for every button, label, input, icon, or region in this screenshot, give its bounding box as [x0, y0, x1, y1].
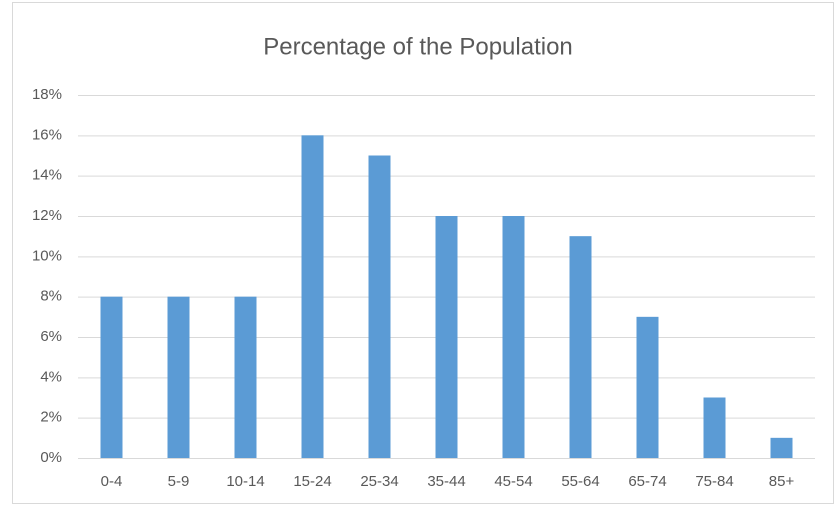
y-tick-label: 16%: [32, 126, 62, 143]
bar: [234, 296, 257, 458]
x-tick-label: 85+: [769, 473, 795, 490]
bar: [703, 397, 726, 458]
chart-frame: [12, 2, 834, 504]
y-tick-label: 8%: [40, 288, 62, 305]
y-tick-label: 14%: [32, 167, 62, 184]
x-tick-label: 75-84: [695, 473, 733, 490]
y-tick-label: 10%: [32, 247, 62, 264]
x-tick-label: 65-74: [628, 473, 666, 490]
x-tick-label: 45-54: [494, 473, 532, 490]
x-tick-label: 10-14: [226, 473, 264, 490]
bar: [167, 296, 190, 458]
y-tick-label: 18%: [32, 86, 62, 103]
bar: [368, 155, 391, 458]
bar: [569, 236, 592, 458]
bar: [100, 296, 123, 458]
x-tick-label: 35-44: [427, 473, 465, 490]
y-tick-label: 4%: [40, 368, 62, 385]
y-tick-label: 12%: [32, 207, 62, 224]
bar: [636, 316, 659, 458]
chart-title: Percentage of the Population: [263, 33, 573, 60]
y-tick-label: 6%: [40, 328, 62, 345]
x-tick-label: 5-9: [168, 473, 190, 490]
bar: [502, 216, 525, 458]
y-tick-label: 2%: [40, 409, 62, 426]
x-tick-label: 25-34: [360, 473, 398, 490]
bar: [301, 135, 324, 459]
x-tick-label: 15-24: [293, 473, 331, 490]
bar: [770, 437, 793, 458]
bar: [435, 216, 458, 458]
y-tick-label: 0%: [40, 449, 62, 466]
x-tick-label: 0-4: [101, 473, 123, 490]
x-tick-label: 55-64: [561, 473, 599, 490]
